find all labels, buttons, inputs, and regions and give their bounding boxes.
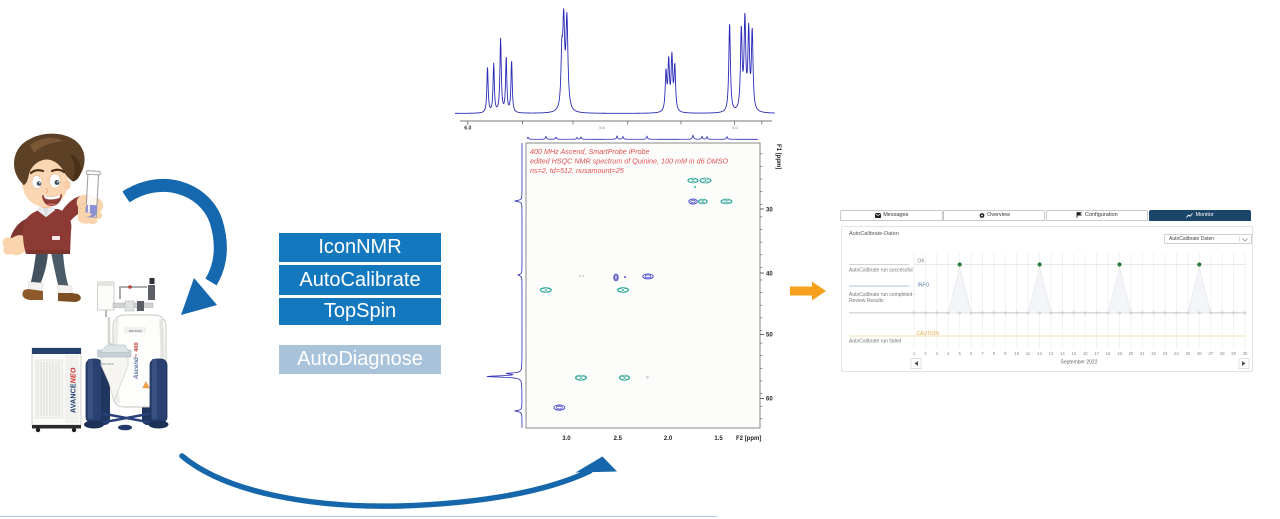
svg-text:60: 60	[766, 397, 773, 403]
svg-text:30: 30	[766, 208, 773, 214]
svg-text:AutoCalibrate run successful: AutoCalibrate run successful	[849, 267, 913, 273]
svg-text:27: 27	[1208, 351, 1213, 356]
svg-text:2: 2	[924, 351, 927, 356]
svg-text:September 2022: September 2022	[1061, 359, 1098, 365]
svg-text:2.5: 2.5	[614, 436, 623, 442]
svg-text:400 MHz Ascend, SmartProbe iPr: 400 MHz Ascend, SmartProbe iProbe	[530, 147, 650, 156]
svg-text:18: 18	[1106, 351, 1111, 356]
svg-text:AutoCalibrate run completed -: AutoCalibrate run completed -	[849, 292, 916, 298]
svg-text:16: 16	[1083, 351, 1088, 356]
svg-text:11: 11	[1026, 351, 1031, 356]
svg-text:AVANCENEO: AVANCENEO	[71, 367, 78, 413]
svg-text:25: 25	[1186, 351, 1191, 356]
svg-text:50: 50	[766, 333, 773, 339]
svg-text:6.0: 6.0	[464, 126, 471, 132]
svg-text:24: 24	[1174, 351, 1179, 356]
svg-text:21: 21	[1140, 351, 1145, 356]
svg-text:INFO: INFO	[918, 282, 930, 288]
svg-text:1: 1	[913, 351, 916, 356]
svg-text:BRUKER: BRUKER	[129, 329, 143, 333]
svg-text:3.0: 3.0	[562, 436, 571, 442]
svg-text:OK: OK	[918, 258, 926, 264]
svg-text:19: 19	[1117, 351, 1122, 356]
svg-text:13: 13	[1049, 351, 1054, 356]
svg-text:BRUKER: BRUKER	[101, 362, 115, 366]
svg-text:20: 20	[1129, 351, 1134, 356]
svg-text:26: 26	[1197, 351, 1202, 356]
svg-text:5: 5	[959, 351, 962, 356]
svg-text:F2 [ppm]: F2 [ppm]	[736, 436, 761, 442]
svg-text:5.0: 5.0	[732, 125, 738, 130]
svg-text:29: 29	[1231, 351, 1236, 356]
svg-text:F1 [ppm]: F1 [ppm]	[775, 144, 781, 169]
svg-text:CAUTION: CAUTION	[917, 331, 940, 337]
svg-text:Ascend™ 400: Ascend™ 400	[134, 342, 140, 380]
svg-text:28: 28	[1220, 351, 1225, 356]
svg-text:1.5: 1.5	[714, 436, 723, 442]
svg-text:6: 6	[970, 351, 973, 356]
svg-text:10: 10	[1014, 351, 1019, 356]
svg-text:14: 14	[1060, 351, 1065, 356]
svg-text:2.0: 2.0	[664, 436, 673, 442]
svg-text:30: 30	[1243, 351, 1248, 356]
svg-text:7: 7	[981, 351, 984, 356]
svg-text:5.5: 5.5	[599, 125, 605, 130]
svg-text:3: 3	[936, 351, 939, 356]
svg-text:4: 4	[947, 351, 950, 356]
svg-text:ns=2, td=512, nusamount=25: ns=2, td=512, nusamount=25	[530, 166, 625, 175]
svg-text:edited HSQC NMR spectrum of Qu: edited HSQC NMR spectrum of Quinine, 100…	[530, 157, 729, 166]
svg-text:22: 22	[1151, 351, 1156, 356]
svg-text:8: 8	[993, 351, 996, 356]
svg-text:17: 17	[1094, 351, 1099, 356]
svg-text:12: 12	[1037, 351, 1042, 356]
svg-text:9: 9	[1004, 351, 1007, 356]
svg-text:15: 15	[1071, 351, 1076, 356]
svg-text:23: 23	[1163, 351, 1168, 356]
svg-text:40: 40	[766, 272, 773, 278]
svg-text:AutoCalibrate run failed: AutoCalibrate run failed	[849, 338, 901, 344]
svg-text:Review Results: Review Results	[849, 298, 884, 304]
